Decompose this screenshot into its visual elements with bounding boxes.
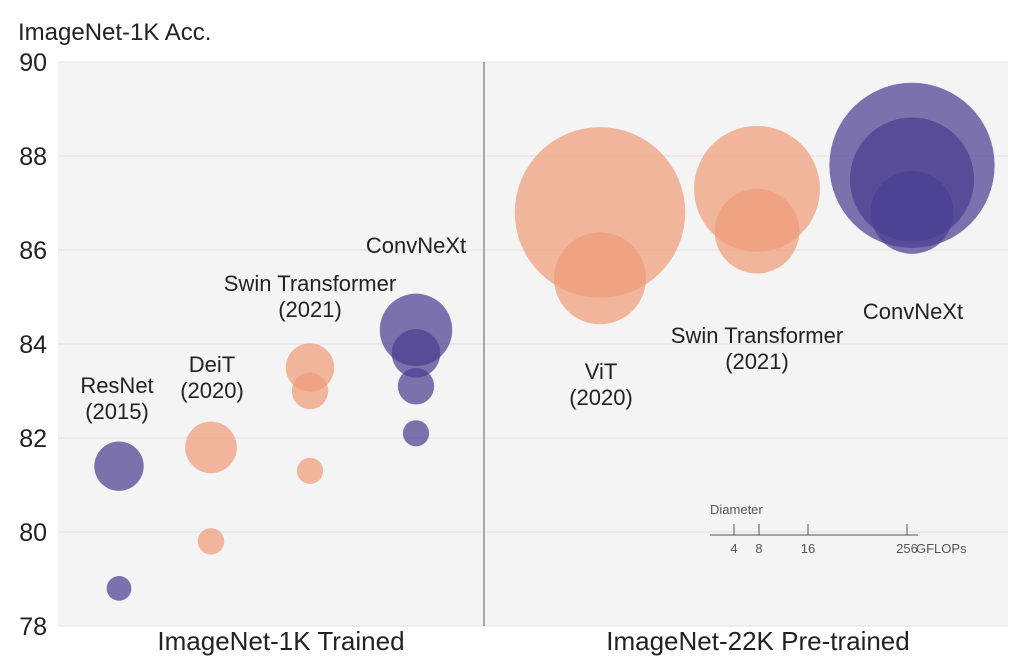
bubble-vit — [514, 127, 686, 298]
size-legend-title: Diameter — [710, 502, 763, 517]
y-tick-label: 88 — [19, 143, 47, 171]
bubble-convnext-22k — [870, 170, 954, 254]
y-tick-label: 90 — [19, 49, 47, 77]
model-label: ViT (2020) — [569, 359, 633, 410]
panel-label: ImageNet-22K Pre-trained — [606, 626, 909, 656]
size-legend-tick-label: 4 — [730, 541, 737, 556]
bubble-convnext-1k — [402, 420, 430, 447]
model-label: Swin Transformer (2021) — [224, 271, 396, 322]
panel-label: ImageNet-1K Trained — [157, 626, 404, 656]
bubble-vit — [553, 232, 647, 325]
size-legend-unit: GFLOPs — [916, 541, 967, 556]
model-label: ConvNeXt — [366, 233, 466, 258]
y-axis-label: ImageNet-1K Acc. — [18, 19, 211, 46]
bubble-resnet — [94, 441, 144, 491]
bubble-swin-22k — [714, 188, 800, 274]
y-tick-label: 80 — [19, 519, 47, 547]
bubble-convnext-1k — [391, 329, 441, 378]
model-label: ResNet (2015) — [80, 373, 153, 424]
model-label: Swin Transformer (2021) — [671, 323, 843, 374]
bubble-convnext-1k — [397, 368, 435, 405]
bubbles — [94, 82, 995, 601]
model-label: ConvNeXt — [863, 299, 963, 324]
size-legend-tick-label: 16 — [801, 541, 815, 556]
bubble-resnet — [106, 576, 132, 601]
bubble-swin-1k — [296, 457, 324, 484]
model-annotations: ResNet (2015) DeiT (2020) Swin Transformer (2… — [80, 233, 963, 424]
bubble-swin-1k — [291, 372, 329, 410]
bubble-deit — [197, 528, 225, 555]
panel-labels: ImageNet-1K Trained ImageNet-22K Pre-trai… — [157, 626, 909, 656]
y-axis-ticks: 78 80 82 84 86 88 90 — [19, 49, 47, 641]
bubble-deit — [185, 421, 237, 474]
y-tick-label: 86 — [19, 237, 47, 265]
model-label: DeiT (2020) — [180, 352, 244, 403]
size-legend-tick-label: 256 — [896, 541, 918, 556]
y-tick-label: 78 — [19, 613, 47, 641]
y-tick-label: 82 — [19, 425, 47, 453]
size-legend-tick-label: 8 — [755, 541, 762, 556]
y-tick-label: 84 — [19, 331, 47, 359]
